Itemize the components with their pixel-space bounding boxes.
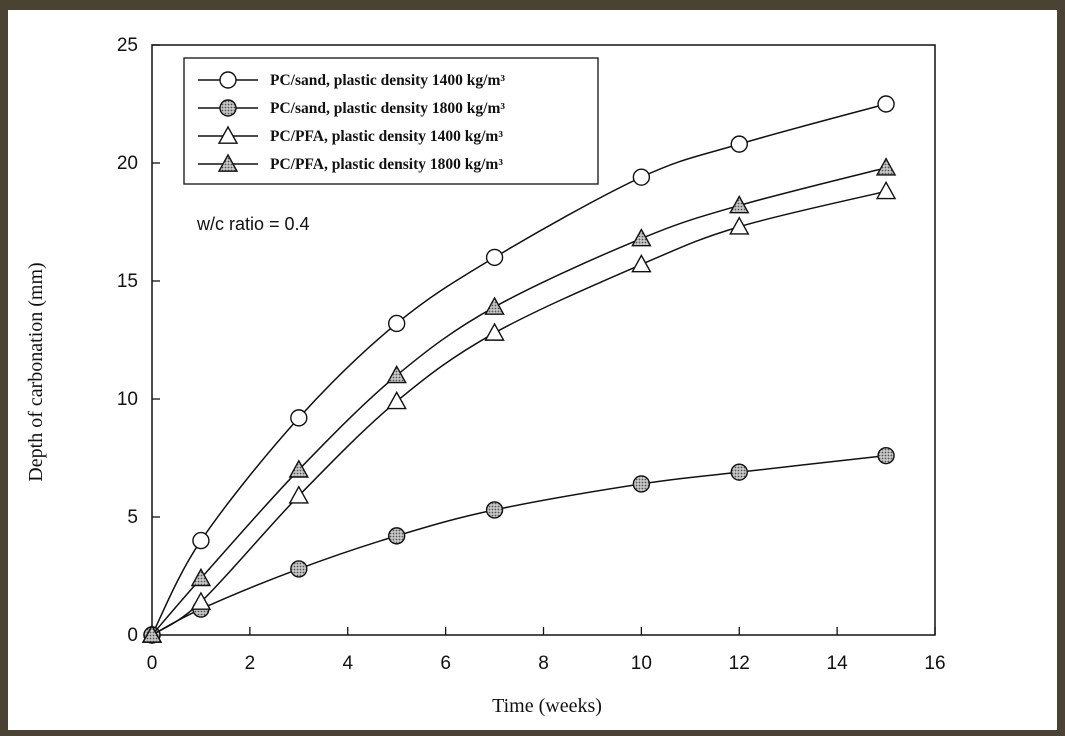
legend-item: PC/PFA, plastic density 1400 kg/m³ <box>198 125 503 145</box>
x-tick-label: 16 <box>924 653 945 674</box>
series-2-point <box>290 560 308 578</box>
series-2-line <box>151 454 887 636</box>
x-tick-labels: 0 2 4 6 8 10 12 14 16 <box>147 653 946 674</box>
series-1-point <box>485 248 504 267</box>
y-tick-labels: 0 5 10 15 20 25 <box>117 35 138 646</box>
legend-marker <box>217 153 239 172</box>
y-tick-label: 0 <box>127 625 138 646</box>
wc-ratio-annotation: w/c ratio = 0.4 <box>196 214 310 234</box>
series-3-line <box>151 190 887 636</box>
legend: PC/sand, plastic density 1400 kg/m³ PC/sa… <box>183 57 599 185</box>
y-tick-label: 10 <box>117 389 138 410</box>
series-2-point <box>485 501 504 519</box>
x-tick-label: 8 <box>538 653 549 674</box>
series-1-point <box>730 135 748 153</box>
legend-item: PC/sand, plastic density 1400 kg/m³ <box>198 71 505 89</box>
series-4-point <box>190 567 212 587</box>
legend-label: PC/sand, plastic density 1800 kg/m³ <box>270 100 505 117</box>
legend-marker <box>217 125 239 144</box>
series-4-point <box>141 624 163 643</box>
series-3-point <box>484 322 505 341</box>
series-3-point <box>190 591 212 610</box>
legend-marker <box>219 99 237 117</box>
series-3 <box>141 180 897 643</box>
x-tick-label: 0 <box>147 653 158 674</box>
x-tick-label: 14 <box>827 653 849 674</box>
series-layer <box>141 95 897 644</box>
carbonation-chart: 0 2 4 6 8 10 12 14 16 0 5 10 15 20 25 Time (weeks) De… <box>25 35 946 717</box>
series-4-point <box>729 195 750 214</box>
legend-label: PC/PFA, plastic density 1800 kg/m³ <box>270 156 503 173</box>
series-2-point <box>877 446 895 465</box>
y-tick-label: 5 <box>127 507 138 528</box>
x-tick-label: 12 <box>729 653 750 674</box>
series-2-point <box>387 527 406 545</box>
series-4 <box>141 157 897 643</box>
series-1-point <box>192 531 210 550</box>
series-3-point <box>386 390 407 410</box>
figure-frame: 0 2 4 6 8 10 12 14 16 0 5 10 15 20 25 Time (weeks) De… <box>8 10 1057 730</box>
series-1-point <box>632 168 651 186</box>
series-4-point <box>386 364 407 384</box>
series-4-line <box>151 166 887 636</box>
x-tick-label: 6 <box>440 653 451 674</box>
y-tick-label: 20 <box>117 153 138 174</box>
series-3-point <box>729 216 750 235</box>
legend-item: PC/PFA, plastic density 1800 kg/m³ <box>198 153 503 173</box>
series-2 <box>143 446 895 644</box>
series-4-point <box>484 296 505 315</box>
legend-item: PC/sand, plastic density 1800 kg/m³ <box>198 99 505 117</box>
series-1-point <box>877 95 895 113</box>
y-tick-label: 15 <box>117 271 138 292</box>
legend-marker <box>219 71 237 89</box>
legend-box <box>183 57 599 185</box>
series-3-point <box>288 485 310 504</box>
y-axis-title: Depth of carbonation (mm) <box>25 262 47 481</box>
legend-label: PC/PFA, plastic density 1400 kg/m³ <box>270 128 503 145</box>
legend-label: PC/sand, plastic density 1400 kg/m³ <box>270 72 505 89</box>
series-3-point <box>631 254 652 273</box>
x-tick-label: 4 <box>342 653 353 674</box>
series-3-point <box>875 180 897 200</box>
series-4-point <box>288 459 310 478</box>
series-2-point <box>632 475 651 493</box>
series-4-point <box>631 228 652 247</box>
x-tick-label: 2 <box>245 653 256 674</box>
series-4-point <box>875 157 897 176</box>
y-tick-label: 25 <box>117 35 138 56</box>
x-axis-title: Time (weeks) <box>492 695 602 717</box>
x-tick-label: 10 <box>631 653 652 674</box>
series-1-point <box>290 409 308 427</box>
series-1-point <box>387 314 406 333</box>
series-2-point <box>730 463 748 481</box>
